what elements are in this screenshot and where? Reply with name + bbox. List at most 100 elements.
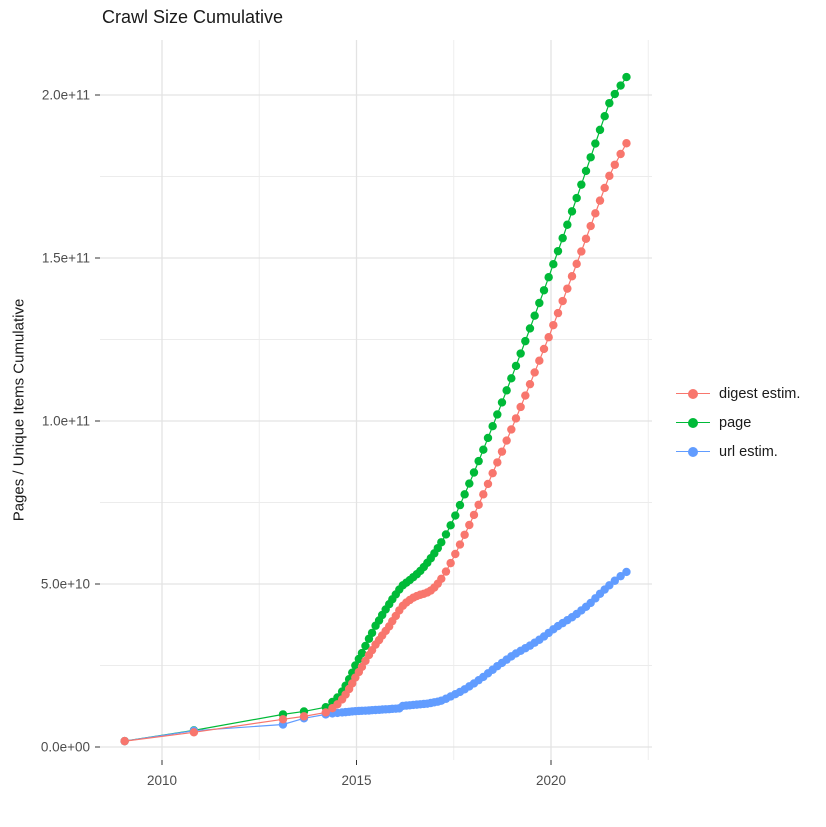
data-point [553,246,563,256]
data-point [581,234,591,243]
legend-label: page [719,414,752,431]
data-point [535,356,544,365]
legend-point [688,417,698,428]
data-point [549,259,558,269]
data-point [469,468,479,477]
data-point [483,479,493,489]
data-point [507,425,516,434]
legend-point [688,446,698,457]
legend-key-icon [676,445,710,459]
data-point [446,521,455,530]
data-point [572,193,581,203]
data-point [497,398,507,407]
legend-key-icon [676,387,710,401]
legend-point [688,388,698,399]
data-point [469,510,479,520]
y-tick-label: 1.5e+11 [42,251,90,266]
data-point [610,160,619,169]
data-point [479,445,488,454]
data-point [622,567,631,577]
data-point [451,511,460,520]
data-point [488,468,497,478]
data-point [539,344,549,354]
data-point [493,410,502,419]
data-point [507,374,516,383]
data-point [455,500,465,510]
data-point [521,336,530,346]
legend-label: digest estim. [719,385,801,402]
y-tick-label: 5.0e+10 [41,577,90,592]
data-point [521,391,530,400]
data-point [437,538,446,547]
data-point [530,368,539,377]
data-point [535,298,544,308]
data-point [474,456,483,466]
legend-item-url-estim: url estim. [676,437,800,466]
legend: digest estim. page url estim. [676,379,800,466]
data-point [600,183,609,193]
data-point [502,436,511,445]
data-point [549,320,558,330]
data-point [591,209,600,218]
data-point [577,247,586,256]
data-point [616,81,625,90]
x-tick-label: 2010 [147,773,177,788]
data-point [581,166,591,176]
x-tick-label: 2015 [341,773,371,788]
data-point [525,324,535,333]
data-point [616,571,625,581]
data-point [516,349,525,358]
data-point [610,89,619,99]
data-point [465,520,474,530]
data-point [539,286,549,295]
data-point [563,284,572,293]
data-point [563,220,572,229]
data-point [357,648,367,658]
data-point [299,712,309,721]
data-point [567,207,577,216]
data-point [544,273,553,282]
data-point [577,180,586,189]
data-point [530,311,539,320]
data-point [479,490,488,499]
data-point [567,272,577,281]
data-point [595,196,605,205]
data-point [605,171,614,181]
data-point [321,708,330,717]
data-point [600,111,609,121]
data-point [441,567,451,576]
data-point [465,479,474,488]
data-point [586,221,595,231]
data-point [483,433,493,443]
data-point [367,628,377,638]
data-point [437,574,446,583]
legend-item-digest-estim: digest estim. [676,379,800,408]
data-point [493,458,502,467]
data-point [451,549,460,559]
data-point [605,98,614,108]
y-tick-label: 2.0e+11 [42,88,90,103]
data-point [278,715,288,724]
data-point [511,414,521,423]
data-point [591,139,600,148]
x-tick-label: 2020 [536,773,566,788]
data-point [351,661,360,670]
data-point [572,259,581,269]
data-point [558,296,567,306]
data-point [460,530,469,539]
data-point [586,153,595,162]
data-point [189,728,199,737]
data-point [441,530,451,539]
data-point [553,308,563,318]
legend-label: url estim. [719,443,778,460]
data-point [455,540,465,549]
data-point [120,736,129,746]
data-point [622,139,631,148]
data-point [622,72,631,82]
data-point [497,447,507,456]
chart-title: Crawl Size Cumulative [102,7,284,27]
y-tick-label: 1.0e+11 [42,414,90,429]
data-point [446,558,455,568]
data-point [361,641,370,651]
